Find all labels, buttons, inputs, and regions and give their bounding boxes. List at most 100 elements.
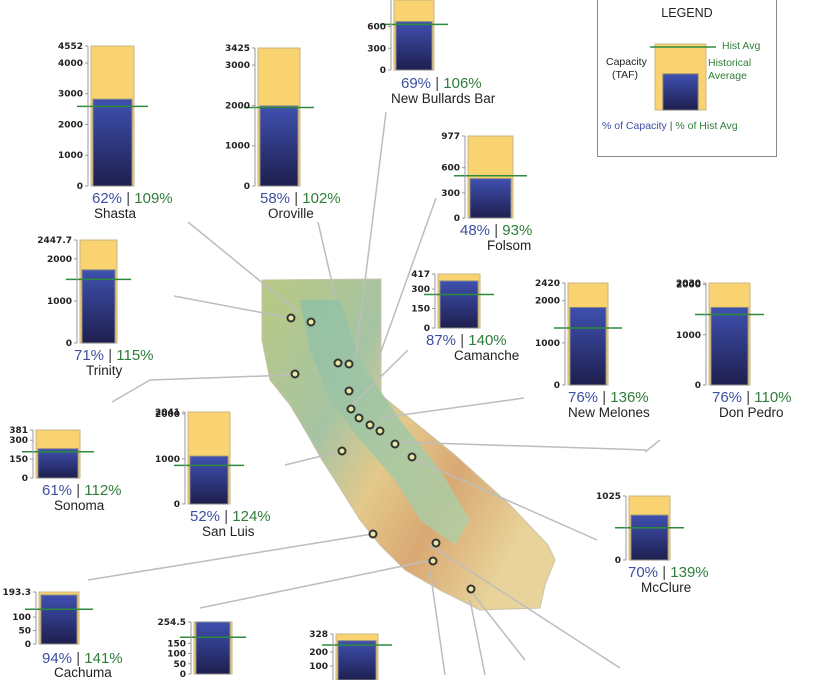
storage-bar bbox=[189, 455, 229, 505]
percent-separator: | bbox=[72, 482, 85, 499]
percent-separator: | bbox=[490, 222, 503, 239]
tick-label: 0 bbox=[174, 500, 180, 510]
tick-label: 300 bbox=[367, 44, 386, 54]
tick-label: 381 bbox=[9, 426, 28, 436]
percent-of-hist-avg: 136% bbox=[610, 389, 649, 406]
tick-label: 2447.7 bbox=[37, 236, 72, 246]
reservoir-markers bbox=[286, 313, 476, 594]
legend-average-label: Average bbox=[708, 70, 747, 82]
storage-bar bbox=[630, 514, 669, 561]
legend-hist-avg-label: Hist Avg bbox=[722, 40, 761, 52]
tick-label: 0 bbox=[554, 381, 560, 391]
percent-of-capacity: 76% bbox=[712, 389, 743, 406]
tick-label: 0 bbox=[424, 324, 430, 334]
tick-label: 1000 bbox=[47, 297, 72, 307]
tick-label: 100 bbox=[12, 613, 31, 623]
tick-label: 2000 bbox=[155, 410, 180, 420]
percent-of-hist-avg: 102% bbox=[302, 190, 341, 207]
reservoir-camanche: 417 300 150 0 87% | 140% Camanche bbox=[411, 268, 552, 366]
tick-label: 1000 bbox=[58, 151, 83, 161]
reservoir-new-bullards-bar: 600 300 0 69% | 106% New Bullards Bar bbox=[367, 0, 512, 108]
percent-separator: | bbox=[104, 347, 117, 364]
reservoir-percentages: 69% | 106% bbox=[401, 75, 482, 92]
reservoir-name: Shasta bbox=[94, 206, 137, 221]
reservoir-chart: 3425 3000 2000 1000 0 bbox=[225, 44, 314, 192]
reservoir-trinity: 2447.7 2000 1000 0 71% | 115% Trinity bbox=[37, 232, 186, 380]
reservoir-percentages: 76% | 136% bbox=[568, 389, 649, 406]
reservoir-cachuma: 193.3 100 50 0 94% | 141% Cachuma bbox=[3, 586, 154, 680]
reservoir-folsom: 977 600 300 0 48% | 93% Folsom bbox=[440, 128, 580, 256]
legend-taf-label: (TAF) bbox=[612, 69, 639, 81]
reservoir-name: Oroville bbox=[268, 206, 314, 221]
tick-label: 0 bbox=[180, 670, 186, 680]
tick-label: 2000 bbox=[225, 101, 250, 111]
legend-percent-key: % of Capacity | % of Hist Avg bbox=[602, 120, 738, 133]
tick-label: 300 bbox=[441, 189, 460, 199]
percent-of-hist-avg: 139% bbox=[670, 564, 709, 581]
storage-bar bbox=[195, 621, 231, 675]
reservoir-name: Sonoma bbox=[54, 498, 105, 513]
tick-label: 3425 bbox=[225, 44, 250, 54]
percent-of-hist-avg: 140% bbox=[468, 332, 507, 349]
percent-separator: | bbox=[431, 75, 444, 92]
tick-label: 150 bbox=[167, 639, 186, 649]
percent-of-hist-avg: 115% bbox=[116, 347, 154, 364]
tick-label: 4000 bbox=[58, 59, 83, 69]
percent-separator: | bbox=[742, 389, 755, 406]
tick-label: 200 bbox=[309, 648, 328, 658]
tick-label: 1000 bbox=[225, 142, 250, 152]
tick-label: 1000 bbox=[535, 339, 560, 349]
legend-pct-capacity: % of Capacity bbox=[602, 120, 667, 132]
percent-separator: | bbox=[598, 389, 611, 406]
percent-of-hist-avg: 109% bbox=[134, 190, 173, 207]
percent-of-capacity: 87% bbox=[426, 332, 457, 349]
tick-label: 150 bbox=[411, 305, 430, 315]
reservoir-name: Cachuma bbox=[54, 665, 112, 680]
tick-label: 600 bbox=[367, 23, 386, 33]
reservoir-percentages: 61% | 112% bbox=[42, 482, 122, 499]
reservoir-name: New Melones bbox=[568, 405, 650, 420]
tick-label: 50 bbox=[173, 660, 186, 670]
tick-label: 0 bbox=[22, 474, 28, 484]
reservoir-new-melones: 2420 2000 1000 0 76% | 136% New Melones bbox=[535, 276, 680, 422]
reservoir-chart: 1025 0 bbox=[596, 492, 684, 566]
storage-bar bbox=[259, 105, 299, 187]
tick-label: 0 bbox=[380, 66, 386, 76]
storage-bar bbox=[439, 280, 479, 329]
reservoir-chart: 193.3 100 50 0 bbox=[3, 588, 93, 650]
reservoir-percentages: 87% | 140% bbox=[426, 332, 507, 349]
reservoir-percentages: 58% | 102% bbox=[260, 190, 341, 207]
reservoir-percentages: 62% | 109% bbox=[92, 190, 173, 207]
tick-label: 977 bbox=[441, 132, 460, 142]
reservoir-chart: 2420 2000 1000 0 bbox=[535, 279, 622, 391]
percent-of-hist-avg: 106% bbox=[443, 75, 482, 92]
legend-historical-label: Historical bbox=[708, 57, 752, 69]
tick-label: 1000 bbox=[155, 455, 180, 465]
storage-bar bbox=[337, 640, 377, 680]
percent-of-capacity: 52% bbox=[190, 508, 221, 525]
tick-label: 0 bbox=[66, 339, 72, 349]
central-valley bbox=[300, 300, 470, 545]
reservoir-percentages: 94% | 141% bbox=[42, 650, 123, 667]
reservoir-name: Don Pedro bbox=[719, 405, 784, 420]
tick-label: 3000 bbox=[225, 61, 250, 71]
percent-of-hist-avg: 141% bbox=[84, 650, 123, 667]
reservoir-sonoma: 381 300 150 0 61% | 112% Sonoma bbox=[9, 420, 152, 516]
legend-sample-chart bbox=[650, 43, 716, 111]
tick-label: 4552 bbox=[58, 42, 83, 52]
tick-label: 2420 bbox=[535, 279, 560, 289]
tick-label: 254.5 bbox=[158, 618, 186, 628]
percent-of-capacity: 58% bbox=[260, 190, 291, 207]
percent-separator: | bbox=[220, 508, 233, 525]
reservoir-name: McClure bbox=[641, 580, 692, 595]
tick-label: 2000 bbox=[58, 120, 83, 130]
reservoir-name: Folsom bbox=[487, 238, 532, 253]
percent-of-capacity: 94% bbox=[42, 650, 73, 667]
storage-bar bbox=[710, 306, 749, 386]
reservoir-shasta: 4552 4000 3000 2000 1000 0 62% | 109% Shasta bbox=[58, 36, 200, 226]
leader-lines bbox=[87, 111, 661, 675]
legend-title: LEGEND bbox=[661, 6, 713, 20]
